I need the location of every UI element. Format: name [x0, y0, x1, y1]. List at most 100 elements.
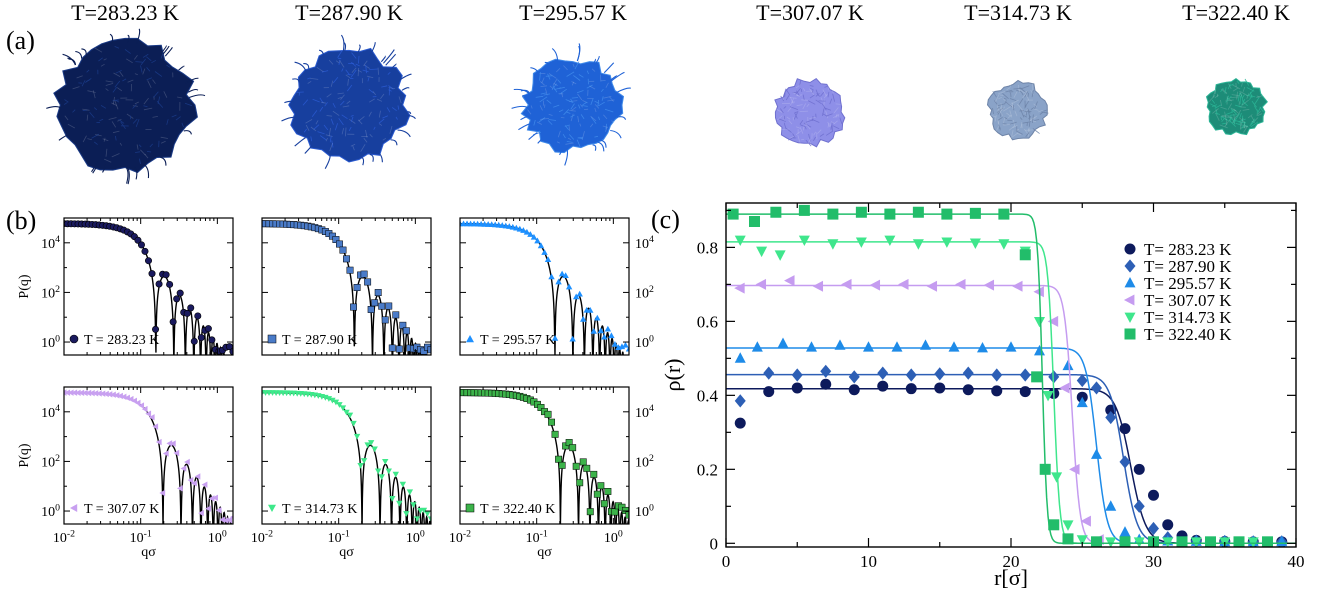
snapshot-texture-strand	[817, 129, 822, 134]
snapshot-texture-strand	[800, 139, 805, 141]
snapshot-texture-strand	[319, 135, 327, 141]
data-point	[912, 206, 924, 218]
snapshot-loose-chain	[530, 67, 540, 76]
snapshot-texture-strand	[373, 126, 376, 130]
snapshot-texture-strand	[330, 80, 334, 87]
snapshot-texture-strand	[827, 91, 830, 98]
data-point	[1148, 489, 1159, 501]
snapshot-texture-strand	[1227, 103, 1233, 110]
data-point	[727, 208, 739, 220]
panel-a-label: (a)	[6, 26, 35, 55]
data-point	[1247, 537, 1259, 547]
snapshot-texture-strand	[398, 96, 402, 104]
data-point	[1162, 537, 1174, 547]
snapshot-texture-strand	[321, 70, 329, 73]
snapshot-texture-strand	[350, 69, 357, 78]
snapshot-texture-strand	[548, 73, 557, 79]
snapshot-texture-strand	[1032, 114, 1034, 123]
snapshot-texture-strand	[1021, 91, 1024, 96]
snapshot-texture-strand	[132, 104, 137, 109]
snapshot-texture-strand	[832, 125, 840, 130]
data-point	[1076, 373, 1088, 388]
snapshot-texture-strand	[579, 104, 583, 108]
snapshot-texture-strand	[103, 58, 107, 61]
data-point	[137, 241, 145, 249]
snapshot-texture-strand	[134, 73, 138, 76]
data-point	[371, 299, 379, 307]
data-point	[527, 231, 534, 237]
data-point	[530, 233, 538, 240]
snapshot-texture-strand	[163, 91, 168, 98]
snapshot-texture-strand	[1006, 87, 1011, 91]
snapshot-texture-strand	[382, 115, 389, 119]
data-point	[1119, 455, 1131, 469]
snapshot-texture-strand	[154, 71, 163, 77]
snapshot-texture-strand	[1243, 125, 1248, 133]
snapshot-texture-strand	[997, 108, 1004, 116]
snapshot-texture-strand	[1241, 100, 1248, 107]
snapshot-texture-strand	[1019, 117, 1023, 121]
snapshot-texture-strand	[310, 136, 313, 142]
snapshot-texture-strand	[565, 142, 574, 145]
snapshot-texture-strand	[778, 118, 786, 122]
snapshot-texture-strand	[1005, 89, 1013, 93]
snapshot-texture-strand	[339, 60, 345, 68]
y-tick-label: 104	[635, 403, 654, 421]
snapshot-texture-strand	[382, 138, 387, 141]
snapshot-texture-strand	[139, 158, 141, 164]
snapshot-texture-strand	[94, 47, 103, 53]
snapshot-texture-strand	[1224, 119, 1231, 127]
snapshot-loose-chain	[185, 77, 199, 84]
snapshot-texture-strand	[1230, 108, 1238, 115]
snapshot-texture-strand	[1239, 125, 1248, 129]
data-point	[622, 341, 629, 348]
snapshot-texture-strand	[1032, 128, 1040, 134]
snapshot-texture-strand	[557, 79, 562, 84]
snapshot-texture-strand	[783, 106, 787, 109]
snapshot-texture-strand	[1236, 109, 1242, 118]
data-point	[593, 490, 601, 498]
snapshot-texture-strand	[337, 97, 342, 99]
snapshot-texture-strand	[89, 111, 95, 119]
snapshot-loose-chain	[294, 137, 306, 147]
snapshot-texture-strand	[576, 139, 581, 148]
legend-label: T= 283.23 K	[1144, 240, 1232, 259]
snapshot-texture-strand	[802, 125, 805, 131]
snapshot-texture-strand	[340, 100, 345, 106]
snapshot-texture-strand	[85, 78, 92, 83]
snapshot-texture-strand	[108, 117, 117, 120]
snapshot-texture-strand	[539, 72, 541, 81]
snapshot-loose-chain	[58, 134, 69, 141]
y-tick-label: 100	[41, 333, 60, 351]
snapshot-texture-strand	[1002, 93, 1009, 99]
snapshot-texture-strand	[551, 83, 557, 91]
snapshot-texture-strand	[347, 78, 349, 86]
data-point	[1005, 341, 1017, 352]
snapshot-texture-strand	[804, 122, 811, 130]
snapshot-loose-chain	[559, 147, 563, 156]
snapshot-texture-strand	[566, 71, 575, 77]
snapshot-texture-strand	[827, 121, 831, 128]
data-point	[1162, 519, 1174, 531]
snapshot-texture-strand	[1013, 87, 1023, 90]
data-point	[388, 344, 396, 352]
data-point	[734, 394, 746, 408]
snapshot-texture-strand	[993, 100, 998, 105]
snapshot-texture-strand	[571, 81, 577, 85]
snapshot-loose-chain	[520, 89, 530, 94]
snapshot-texture-strand	[552, 78, 558, 86]
snapshot-texture-strand	[1015, 128, 1020, 131]
subplot-legend-label: T = 283.23 K	[84, 333, 159, 348]
data-point	[145, 257, 153, 265]
snapshot-texture-strand	[545, 75, 553, 77]
snapshot-loose-chain	[127, 167, 130, 185]
snapshot-texture-strand	[321, 101, 326, 104]
data-point	[162, 271, 170, 279]
data-point	[848, 370, 860, 384]
snapshot-texture-strand	[1009, 98, 1017, 101]
snapshot-texture-strand	[127, 79, 134, 83]
snapshot-texture-strand	[1022, 95, 1025, 99]
snapshot-texture-strand	[350, 115, 354, 117]
data-point	[1105, 537, 1117, 547]
snapshot-texture-strand	[345, 74, 351, 79]
